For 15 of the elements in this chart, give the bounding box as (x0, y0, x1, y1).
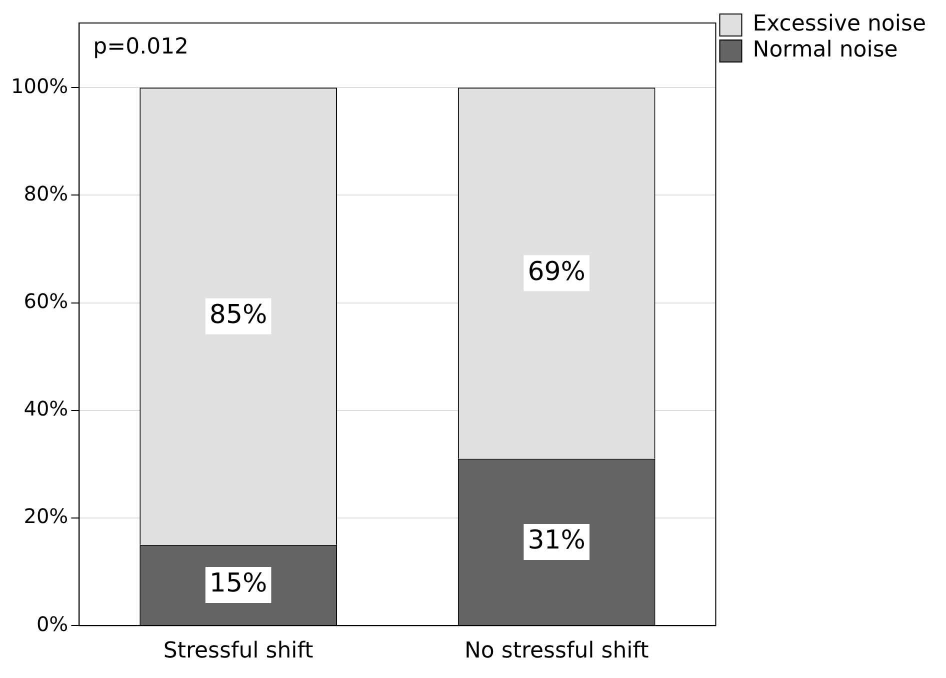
y-tick-label: 40% (24, 396, 68, 421)
legend-label: Excessive noise (752, 12, 926, 37)
data-label: 15% (209, 568, 268, 599)
x-tick-label: No stressful shift (464, 638, 650, 664)
annotation: p=0.012 (93, 34, 189, 60)
data-label: 85% (209, 300, 268, 330)
y-tick-label: 80% (24, 181, 68, 206)
data-label: 31% (528, 526, 586, 556)
legend-label: Normal noise (752, 38, 898, 63)
x-tick-label: Stressful shift (163, 638, 314, 664)
y-tick-label: 20% (24, 504, 68, 528)
data-label: 69% (528, 256, 586, 287)
y-tick-label: 100% (10, 74, 68, 98)
y-tick-label: 60% (24, 288, 68, 313)
y-tick-label: 0% (36, 612, 68, 636)
